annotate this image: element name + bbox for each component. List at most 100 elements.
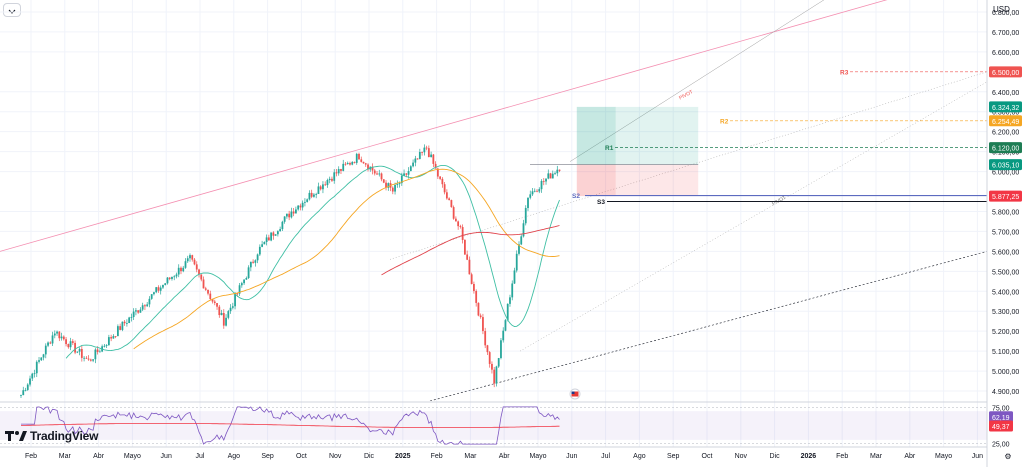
- x-tick-label: Abr: [904, 453, 916, 460]
- candle-body: [407, 171, 410, 175]
- candle-body: [182, 267, 185, 272]
- candle-body: [137, 310, 140, 313]
- candle-body: [436, 168, 439, 177]
- candle-body: [403, 173, 405, 176]
- candle-body: [216, 303, 218, 307]
- candle-body: [398, 183, 401, 185]
- pivot-level-label: S3: [597, 199, 605, 206]
- candle-body: [504, 320, 507, 331]
- candle-body: [171, 276, 173, 279]
- level-badge-text: 6.120,00: [992, 146, 1019, 153]
- candle-body: [123, 321, 126, 324]
- candle-body: [441, 178, 444, 185]
- price-badge-text: 6.324,32: [992, 105, 1019, 112]
- candle-body: [382, 179, 385, 183]
- y-tick-label: 5.400,00: [992, 289, 1019, 296]
- x-tick-label: Mayo: [124, 453, 141, 460]
- candle-body: [479, 315, 482, 318]
- candle-body: [139, 309, 142, 313]
- candle-body: [290, 211, 293, 218]
- ma200-line: [381, 225, 560, 276]
- candle-body: [96, 349, 99, 353]
- candle-body: [83, 357, 85, 359]
- y-tick-label: 5.100,00: [992, 349, 1019, 356]
- candle-body: [418, 152, 421, 159]
- pivot-level-label: R2: [720, 118, 729, 125]
- candle-body: [69, 341, 72, 348]
- ma50-line: [133, 168, 560, 350]
- candle-body: [466, 254, 469, 260]
- candle-body: [491, 363, 493, 370]
- candle-body: [234, 293, 236, 307]
- candle-body: [542, 180, 545, 182]
- x-tick-label: Abr: [499, 453, 511, 460]
- candle-body: [44, 345, 47, 355]
- rsi-badge: [989, 411, 1013, 423]
- candle-body: [349, 163, 351, 165]
- candle-body: [416, 158, 419, 160]
- x-tick-label: Nov: [735, 453, 748, 460]
- x-tick-label: Dic: [364, 453, 375, 460]
- candle-body: [488, 352, 491, 364]
- candle-body: [24, 389, 27, 391]
- candle-body: [522, 223, 525, 237]
- candle-body: [367, 164, 369, 170]
- tradingview-logo[interactable]: TradingView: [5, 429, 98, 443]
- candle-body: [148, 298, 151, 305]
- candle-body: [524, 208, 527, 224]
- candle-body: [443, 184, 446, 193]
- candle-body: [335, 172, 338, 174]
- candle-body: [60, 336, 63, 339]
- currency-label[interactable]: USD: [993, 5, 1010, 14]
- x-tick-label: 2025: [395, 453, 411, 460]
- candle-body: [425, 147, 428, 149]
- rsi-line: [21, 406, 560, 445]
- settings-icon[interactable]: ⚙: [1004, 452, 1011, 461]
- candle-body: [146, 304, 149, 307]
- y-tick-label: 5.600,00: [992, 249, 1019, 256]
- position-target-zone: [576, 106, 699, 165]
- candle-body: [119, 326, 122, 330]
- rsi-badge-text: 62,19: [992, 415, 1010, 422]
- candle-body: [141, 305, 144, 310]
- x-tick-label: Jun: [161, 453, 172, 460]
- candle-body: [506, 303, 509, 321]
- candle-body: [315, 194, 318, 195]
- candle-body: [445, 192, 448, 199]
- candle-body: [76, 351, 79, 353]
- candle-body: [283, 216, 286, 222]
- x-tick-label: Mayo: [935, 453, 952, 460]
- candle-body: [310, 192, 313, 197]
- candle-body: [299, 205, 302, 208]
- candle-body: [98, 351, 101, 353]
- rsi-y-tick-label: 25,00: [992, 441, 1010, 448]
- candle-body: [373, 170, 376, 174]
- x-tick-label: Ago: [228, 453, 241, 460]
- pivot-level-label: S2: [572, 193, 580, 200]
- price-badge: [989, 159, 1022, 171]
- x-tick-label: Sep: [261, 453, 274, 460]
- candle-body: [477, 302, 480, 316]
- x-tick-label: Jun: [972, 453, 983, 460]
- candle-body: [38, 360, 40, 362]
- candle-body: [297, 205, 300, 210]
- y-tick-label: 6.400,00: [992, 90, 1019, 97]
- candle-body: [346, 163, 349, 165]
- x-tick-label: Feb: [431, 453, 443, 460]
- y-tick-label: 6.000,00: [992, 170, 1019, 177]
- candle-body: [85, 357, 88, 359]
- candle-body: [486, 345, 489, 353]
- rsi-badge: [989, 420, 1013, 432]
- candle-body: [220, 312, 223, 316]
- candle-body: [493, 369, 496, 384]
- chart-menu-button[interactable]: [3, 3, 21, 17]
- y-tick-label: 6.700,00: [992, 30, 1019, 37]
- candle-body: [265, 237, 268, 242]
- x-tick-label: Sep: [667, 453, 680, 460]
- y-tick-label: 6.200,00: [992, 130, 1019, 137]
- candle-body: [549, 173, 552, 179]
- x-tick-label: Mar: [870, 453, 883, 460]
- candle-body: [80, 349, 83, 358]
- candle-body: [515, 253, 518, 271]
